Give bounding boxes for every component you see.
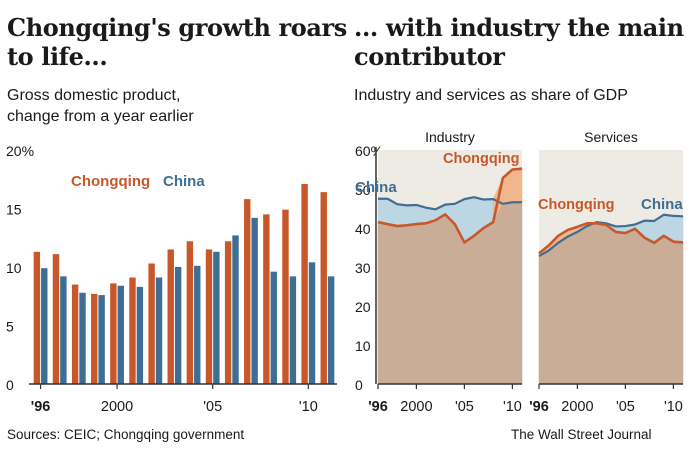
bar-chongqing: [91, 293, 98, 384]
industry-xtick-label: '05: [455, 399, 474, 415]
bar-china: [213, 251, 220, 384]
left-title-line2: to life...: [7, 42, 108, 71]
left-subtitle-line1: Gross domestic product,: [7, 87, 181, 104]
bar-chongqing: [71, 284, 79, 384]
left-subtitle: Gross domestic product, change from a ye…: [7, 85, 194, 127]
services-xtick-label: '05: [616, 399, 635, 415]
bar-china: [60, 276, 67, 384]
bar-chart-ytick-label: 20%: [6, 143, 34, 159]
services-china-label: China: [641, 196, 683, 213]
industry-gap-fill: [512, 168, 523, 203]
bar-china: [194, 265, 201, 384]
bar-china: [232, 235, 239, 384]
industry-gap-fill: [406, 204, 417, 226]
bar-china: [155, 277, 163, 384]
bar-chongqing: [110, 283, 117, 384]
bar-chart-ytick-label: 15: [6, 202, 22, 218]
credit-line: The Wall Street Journal: [511, 427, 652, 442]
bar-chongqing: [148, 263, 155, 384]
area-chart-ytick-label: 40: [355, 221, 371, 237]
services-xtick-label: '10: [664, 399, 683, 415]
bar-chongqing: [320, 192, 327, 384]
sources-note: Sources: CEIC; Chongqing government: [7, 427, 245, 442]
bar-china: [251, 217, 258, 384]
bar-china: [289, 276, 297, 384]
left-title: Chongqing's growth roars to life...: [7, 13, 347, 71]
bar-chart-xtick-label: 2000: [101, 399, 133, 415]
industry-xtick-label: '96: [368, 399, 388, 415]
bar-chart-xtick-label: '96: [31, 399, 51, 415]
industry-shared-area: [377, 201, 523, 385]
services-chongqing-label: Chongqing: [538, 197, 615, 213]
bar-chart-ytick-label: 0: [6, 377, 14, 393]
bar-chongqing: [33, 251, 41, 384]
right-subtitle: Industry and services as share of GDP: [354, 87, 628, 104]
industry-xtick-label: '10: [503, 399, 522, 415]
legend-china: China: [163, 173, 205, 190]
bar-china: [98, 295, 105, 384]
industry-chongqing-line: [377, 167, 523, 244]
bar-chongqing: [129, 277, 136, 384]
area-chart-ytick-label: 10: [355, 338, 371, 354]
area-chart-ytick-label: 20: [355, 299, 371, 315]
left-subtitle-line2: change from a year earlier: [7, 108, 194, 125]
services-chongqing-line: [538, 222, 684, 255]
bar-china: [79, 292, 86, 384]
bar-china: [41, 268, 48, 384]
industry-chongqing-label: Chongqing: [443, 151, 520, 167]
bar-china: [117, 285, 124, 384]
bar-chart-ytick-label: 10: [6, 260, 22, 276]
area-chart-ytick-label: 30: [355, 260, 371, 276]
industry-china-label: China: [355, 179, 397, 196]
services-panel-title: Services: [584, 129, 638, 145]
bar-chongqing: [263, 214, 270, 384]
right-title-line1: ... with industry the main: [354, 13, 684, 42]
area-chart-ytick-label: 0: [355, 377, 363, 393]
area-chart-ytick-label: 50: [355, 182, 371, 198]
legend-chongqing: Chongqing: [71, 173, 150, 190]
bar-chongqing: [167, 249, 174, 384]
services-xtick-label: '96: [529, 399, 549, 415]
industry-gap-fill: [377, 198, 388, 225]
bar-chart-ytick-label: 5: [6, 319, 14, 335]
bar-chongqing: [282, 209, 289, 384]
bar-chongqing: [224, 241, 232, 384]
bar-china: [270, 271, 277, 384]
industry-gap-fill: [396, 203, 408, 227]
left-title-line1: Chongqing's growth roars: [7, 13, 347, 42]
bar-chart-xtick-label: '05: [203, 399, 222, 415]
services-xtick-label: 2000: [561, 399, 593, 415]
services-shared-area: [538, 223, 684, 385]
bar-chongqing: [186, 241, 194, 384]
bar-chart-xtick-label: '10: [299, 399, 318, 415]
bar-china: [174, 267, 182, 384]
right-title: ... with industry the main contributor: [354, 13, 684, 71]
bar-china: [308, 262, 316, 384]
bar-chongqing: [205, 249, 213, 384]
services-china-line: [538, 213, 684, 258]
services-gap-fill: [673, 215, 684, 243]
bar-china: [327, 276, 335, 384]
bar-china: [136, 286, 144, 384]
industry-panel-title: Industry: [425, 129, 475, 145]
bar-chongqing: [244, 199, 251, 384]
industry-xtick-label: 2000: [400, 399, 432, 415]
bar-chongqing: [301, 183, 308, 384]
right-title-line2: contributor: [354, 42, 505, 71]
bar-chongqing: [52, 254, 60, 384]
